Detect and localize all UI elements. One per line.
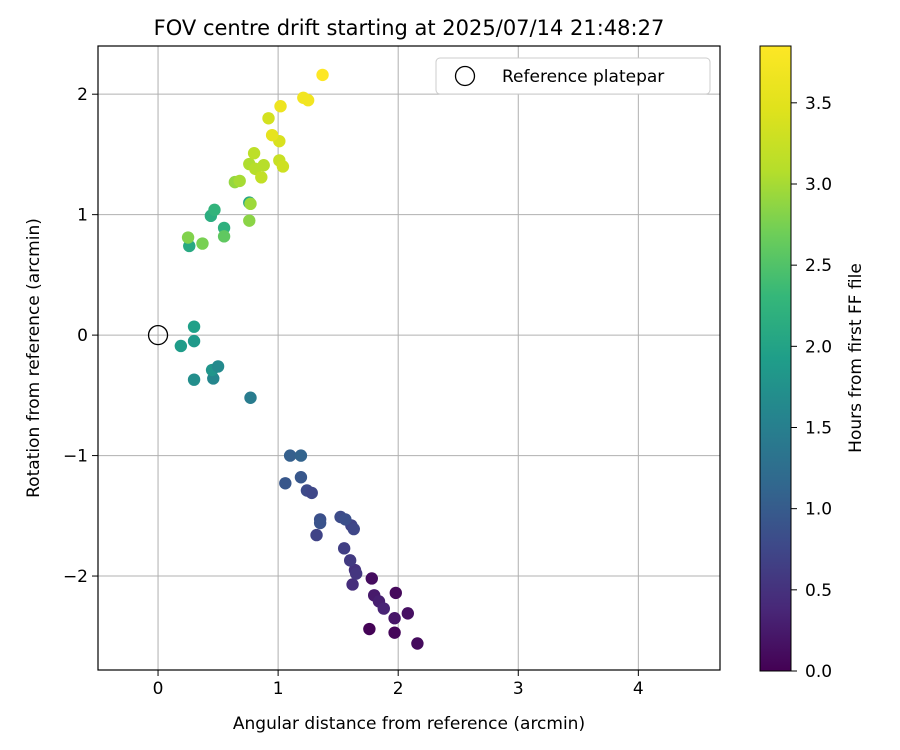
data-point [316, 68, 329, 82]
x-tick-label: 0 [153, 679, 164, 699]
colorbar-tick-label: 0.0 [805, 662, 832, 682]
legend-box [435, 57, 711, 95]
y-tick-label: 1 [77, 206, 88, 226]
data-point [211, 360, 225, 373]
data-point [276, 160, 290, 173]
data-point [217, 230, 231, 243]
data-point [301, 94, 315, 107]
data-point [174, 339, 188, 353]
data-point [411, 637, 424, 650]
data-point [388, 626, 401, 639]
colorbar-tick-label: 1.5 [805, 418, 832, 438]
y-axis-label: Rotation from reference (arcmin) [24, 218, 44, 498]
legend-marker [454, 65, 476, 87]
data-point [365, 572, 378, 585]
x-tick-label: 4 [633, 679, 644, 699]
x-tick-label: 1 [273, 679, 284, 699]
colorbar-tick-label: 3.5 [805, 94, 832, 114]
y-tick-label: 2 [77, 85, 88, 105]
y-tick-label: −2 [63, 567, 88, 587]
data-point [279, 477, 292, 490]
reference-point [147, 324, 169, 346]
data-point [187, 373, 201, 386]
data-point [247, 147, 261, 160]
colorbar-ticks: 0.0 0.5 1.0 1.5 2.0 2.5 3.0 3.5 [791, 94, 832, 682]
colorbar-gradient [759, 45, 792, 672]
colorbar-tick-label: 2.0 [805, 337, 832, 357]
plot-frame [97, 45, 721, 671]
y-axis-ticks: −2 −1 0 1 2 [63, 85, 98, 587]
data-point [347, 522, 360, 536]
colorbar-tick-label: 3.0 [805, 175, 832, 195]
colorbar-tick-label: 2.5 [805, 256, 832, 276]
data-point [343, 554, 357, 567]
grid [98, 46, 720, 670]
data-point [181, 231, 195, 244]
x-tick-label: 2 [393, 679, 404, 699]
data-point [208, 203, 221, 217]
data-point [187, 320, 201, 333]
data-point [363, 622, 376, 636]
y-tick-label: 0 [77, 326, 88, 346]
colorbar-tick-label: 1.0 [805, 500, 832, 520]
colorbar-label: Hours from first FF file [846, 263, 866, 453]
data-point [257, 159, 270, 172]
data-point [401, 607, 414, 620]
data-point [187, 334, 201, 348]
colorbar-tick-label: 0.5 [805, 581, 832, 601]
data-points [174, 68, 424, 650]
data-point [388, 612, 401, 625]
data-point [305, 486, 318, 500]
legend-label: Reference platepar [502, 67, 664, 87]
legend: Reference platepar [435, 57, 711, 95]
data-point [337, 542, 351, 555]
x-tick-label: 3 [513, 679, 524, 699]
data-point [244, 391, 257, 404]
data-point [243, 214, 256, 227]
data-point [274, 100, 287, 113]
data-point [283, 449, 297, 462]
data-point [265, 128, 279, 142]
data-point [349, 567, 363, 580]
data-point [255, 171, 268, 184]
data-point [233, 174, 246, 188]
x-axis-ticks: 0 1 2 3 4 [153, 670, 644, 699]
data-point [310, 528, 323, 542]
data-point [339, 513, 352, 526]
data-point [377, 602, 390, 615]
data-point [294, 471, 308, 484]
data-point [244, 197, 257, 211]
data-point [196, 237, 209, 250]
chart-title: FOV centre drift starting at 2025/07/14 … [154, 16, 665, 40]
data-point [313, 516, 327, 530]
data-point [346, 578, 359, 591]
colorbar: 0.0 0.5 1.0 1.5 2.0 2.5 3.0 3.5 Hours from firs… [759, 45, 866, 682]
y-tick-label: −1 [63, 447, 88, 467]
data-point [389, 586, 402, 600]
data-point [294, 449, 308, 462]
reference-marker [147, 324, 169, 346]
data-point [262, 112, 275, 125]
x-axis-label: Angular distance from reference (arcmin) [233, 714, 585, 734]
